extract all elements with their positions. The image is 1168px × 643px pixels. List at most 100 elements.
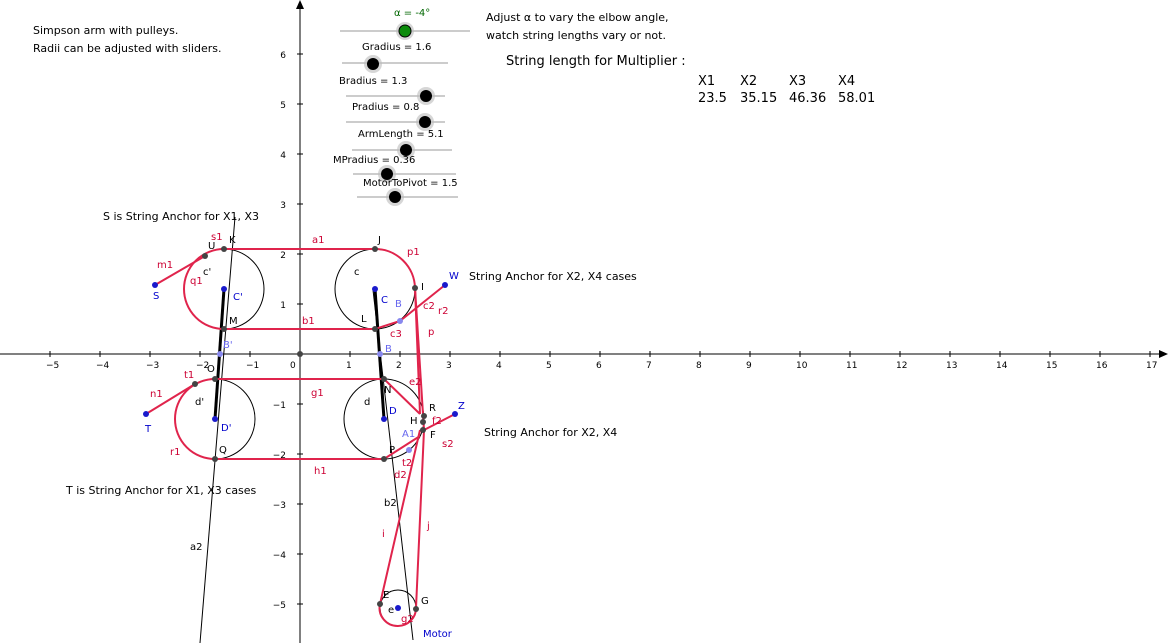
armlength-slider-knob[interactable] <box>400 144 412 156</box>
s-anchor-note: S is String Anchor for X1, X3 <box>103 210 259 223</box>
point-A1[interactable] <box>406 447 412 453</box>
point-F[interactable] <box>420 427 426 433</box>
pradius-slider[interactable]: Pradius = 0.8 <box>346 102 445 131</box>
point-C-prime[interactable] <box>221 286 227 292</box>
point-H[interactable] <box>420 419 426 425</box>
pradius-slider-knob[interactable] <box>419 116 431 128</box>
point-M[interactable] <box>221 326 227 332</box>
label-t1: t1 <box>184 370 194 381</box>
label-F: F <box>430 430 436 441</box>
point-P[interactable] <box>381 456 387 462</box>
y-tick-label: 3 <box>280 201 286 211</box>
label-D: D <box>389 406 397 417</box>
point-W[interactable] <box>442 282 448 288</box>
x-tick-label: −5 <box>46 361 59 371</box>
y-tick-label: −4 <box>273 551 287 561</box>
y-tick-label: 5 <box>280 101 286 111</box>
mpradius-slider-knob[interactable] <box>381 168 393 180</box>
label-R: R <box>429 403 436 414</box>
label-C: C <box>381 295 388 306</box>
point-E[interactable] <box>377 601 383 607</box>
gradius-slider-knob[interactable] <box>367 58 379 70</box>
armlength-slider[interactable]: ArmLength = 5.1 <box>352 129 452 159</box>
label-I: I <box>421 282 424 293</box>
string-length-header: String length for Multiplier : <box>506 54 686 69</box>
gradius-slider[interactable]: Gradius = 1.6 <box>342 42 448 73</box>
label-d: d <box>364 397 370 408</box>
motortopivot-slider-knob[interactable] <box>389 191 401 203</box>
bradius-slider[interactable]: Bradius = 1.3 <box>339 76 445 105</box>
point-O[interactable] <box>212 376 218 382</box>
point-motor[interactable] <box>395 605 401 611</box>
point-L[interactable] <box>372 326 378 332</box>
x-tick-label: 15 <box>1046 361 1057 371</box>
x-tick-label: 2 <box>396 361 402 371</box>
info-line1: Simpson arm with pulleys. <box>33 24 178 37</box>
table-value-x4: 58.01 <box>838 91 875 106</box>
y-tick-label: 6 <box>280 51 286 61</box>
slider-panel: α = -4° Gradius = 1.6 Bradius = 1.3 Prad… <box>333 8 470 206</box>
label-N: N <box>384 385 391 396</box>
y-tick-label: −1 <box>273 401 286 411</box>
string-p <box>414 287 425 431</box>
mpradius-slider[interactable]: MPradius = 0.36 <box>333 155 456 183</box>
x-tick-label: 1 <box>346 361 352 371</box>
x-tick-label: 9 <box>746 361 752 371</box>
label-B-upper: B <box>395 299 402 310</box>
point-B-upper[interactable] <box>397 318 403 324</box>
point-D[interactable] <box>381 416 387 422</box>
label-C-prime: C' <box>233 292 243 303</box>
alpha-slider[interactable]: α = -4° <box>340 8 470 40</box>
point-origin[interactable] <box>297 351 303 357</box>
x-tick-label: 12 <box>896 361 907 371</box>
point-G[interactable] <box>413 606 419 612</box>
x-tick-label: −2 <box>196 361 209 371</box>
adjust-line2: watch string lengths vary or not. <box>486 29 666 42</box>
point-B-prime[interactable] <box>217 351 223 357</box>
point-V[interactable] <box>192 381 198 387</box>
point-D-prime[interactable] <box>212 416 218 422</box>
label-D-prime: D' <box>221 423 231 434</box>
x-tick-label: 4 <box>496 361 502 371</box>
point-R[interactable] <box>421 413 427 419</box>
point-T[interactable] <box>143 411 149 417</box>
point-K[interactable] <box>221 246 227 252</box>
label-f2: f2 <box>432 416 442 427</box>
point-I[interactable] <box>412 285 418 291</box>
point-B[interactable] <box>377 351 383 357</box>
alpha-slider-label: α = -4° <box>394 8 430 19</box>
point-Z[interactable] <box>452 411 458 417</box>
line-a2 <box>199 216 236 643</box>
armlength-slider-label: ArmLength = 5.1 <box>358 129 444 140</box>
point-N[interactable] <box>381 376 387 382</box>
label-h1: h1 <box>314 466 327 477</box>
string-a1-p1 <box>224 248 421 415</box>
table-header-x2: X2 <box>740 74 757 89</box>
label-g2: g2 <box>401 614 414 625</box>
point-J[interactable] <box>372 246 378 252</box>
z-anchor-note: String Anchor for X2, X4 <box>484 426 617 439</box>
point-C[interactable] <box>372 286 378 292</box>
string-i-j <box>378 429 425 628</box>
x-tick-label: 14 <box>996 361 1008 371</box>
label-J: J <box>377 235 381 246</box>
y-tick-label: −2 <box>273 451 286 461</box>
x-tick-label: 8 <box>696 361 702 371</box>
alpha-slider-knob[interactable] <box>398 24 412 38</box>
point-U[interactable] <box>202 253 208 259</box>
label-W: W <box>449 271 459 282</box>
label-K: K <box>229 235 236 246</box>
point-Q[interactable] <box>212 456 218 462</box>
motortopivot-slider[interactable]: MotorToPivot = 1.5 <box>357 178 458 206</box>
pradius-slider-label: Pradius = 0.8 <box>352 102 419 113</box>
x-tick-label: −1 <box>246 361 259 371</box>
x-tick-label: 13 <box>946 361 957 371</box>
label-c2: c2 <box>423 301 435 312</box>
label-L: L <box>361 314 367 325</box>
label-i: i <box>382 529 385 540</box>
point-S[interactable] <box>152 282 158 288</box>
table-header-x3: X3 <box>789 74 806 89</box>
bradius-slider-knob[interactable] <box>420 90 432 102</box>
label-p: p <box>428 327 434 338</box>
x-tick-label: 10 <box>796 361 808 371</box>
